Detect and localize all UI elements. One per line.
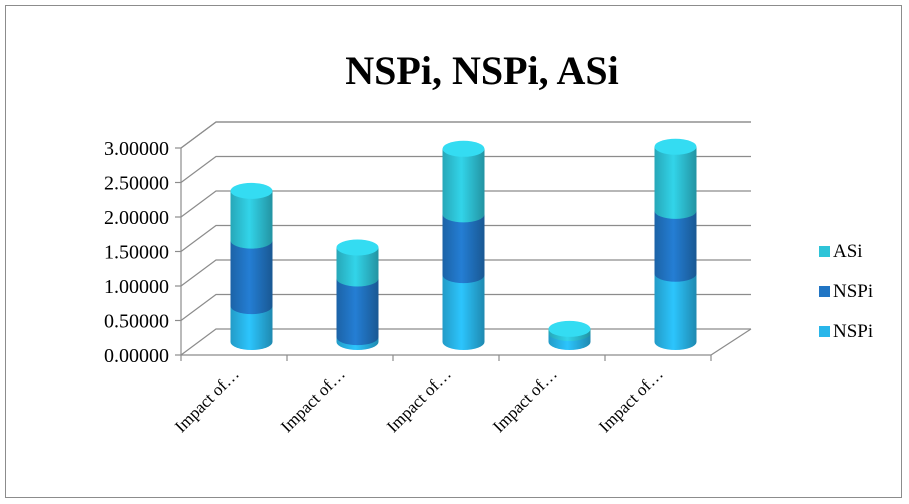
bar-segment [654, 210, 697, 282]
bar-top [230, 182, 273, 199]
legend-swatch [819, 326, 830, 337]
chart-frame: 0.00000 0.50000 1.00000 1.50000 2.00000 2.500… [5, 5, 902, 498]
bar-segment [230, 240, 273, 315]
bar-segment [230, 306, 273, 350]
y-tick-label: 2.50000 [104, 173, 169, 195]
x-axis-ticks: Impact of… Impact of… Impact of… Impact of…… [171, 355, 712, 436]
legend-entry: NSPi [833, 321, 873, 342]
legend-entry: ASi [833, 241, 863, 262]
bar-top [654, 138, 697, 155]
chart-title: NSPi, NSPi, ASi [345, 48, 618, 93]
y-tick-label: 0.00000 [104, 345, 169, 367]
bar-segment [442, 214, 485, 284]
chart-canvas: 0.00000 0.50000 1.00000 1.50000 2.00000 2.500… [104, 48, 873, 436]
gridlines [180, 121, 751, 356]
bar-top [336, 239, 379, 256]
legend-entry: NSPi [833, 281, 873, 302]
x-tick-label: Impact of… [383, 364, 455, 436]
bar-segment [336, 247, 379, 287]
legend-swatch [819, 246, 830, 257]
y-axis-ticks: 0.00000 0.50000 1.00000 1.50000 2.00000 2.500… [104, 138, 181, 367]
gridline [180, 121, 751, 149]
y-tick-label: 1.00000 [104, 276, 169, 298]
bar-segment [654, 273, 697, 350]
bars [230, 138, 697, 350]
bar-segment [230, 190, 273, 249]
gridline [180, 155, 751, 183]
y-tick-label: 3.00000 [104, 138, 169, 160]
legend-swatch [819, 286, 830, 297]
bar-stack [654, 138, 697, 350]
y-tick-label: 1.50000 [104, 242, 169, 264]
x-tick-label: Impact of… [489, 364, 561, 436]
x-tick-label: Impact of… [171, 364, 243, 436]
bar-segment [654, 146, 697, 219]
gridline [180, 293, 751, 321]
bar-stack [336, 239, 379, 350]
bar-segment [442, 148, 485, 223]
y-tick-label: 2.00000 [104, 207, 169, 229]
bar-stack [230, 182, 273, 350]
x-tick-label: Impact of… [595, 364, 667, 436]
gridline [180, 259, 751, 287]
gridline [180, 190, 751, 218]
legend: ASi NSPi NSPi [819, 241, 873, 342]
x-tick-label: Impact of… [277, 364, 349, 436]
bar-segment [442, 275, 485, 350]
gridline [180, 224, 751, 252]
bar-stack [548, 320, 591, 350]
bar-top [548, 320, 591, 337]
bar-segment [336, 278, 379, 346]
bar-top [442, 140, 485, 157]
y-tick-label: 0.50000 [104, 311, 169, 333]
bar-stack [442, 140, 485, 350]
